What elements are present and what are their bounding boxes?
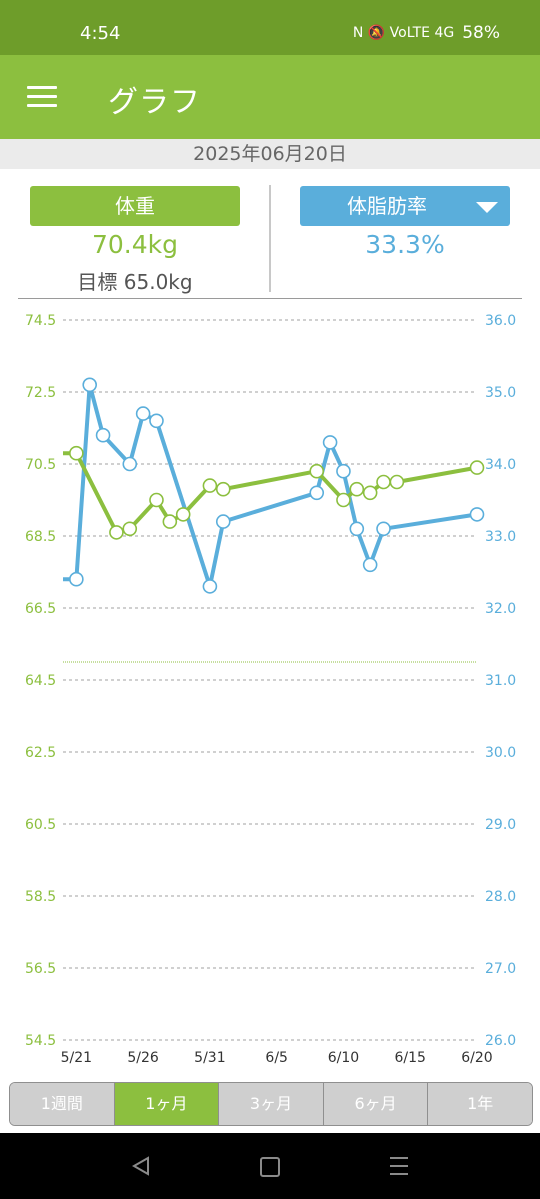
chevron-down-icon (476, 202, 498, 213)
home-icon[interactable] (260, 1157, 280, 1177)
weight-value: 70.4kg (91, 230, 178, 259)
body-fat-dropdown[interactable]: 体脂肪率 (300, 186, 510, 226)
body-fat-data-point (336, 463, 351, 479)
tab-1-year[interactable]: 1年 (428, 1083, 532, 1125)
weight-data-point (149, 492, 164, 508)
body-fat-data-point (376, 521, 391, 537)
weight-data-point (109, 525, 124, 540)
x-tick-label: 6/10 (328, 1050, 359, 1066)
y-right-tick-label: 31.0 (485, 673, 516, 689)
y-right-tick-label: 32.0 (485, 601, 516, 617)
body-fat-data-point (309, 485, 325, 501)
x-tick-label: 5/26 (127, 1050, 159, 1066)
weight-data-point (69, 445, 84, 461)
weight-data-point (469, 460, 485, 475)
body-fat-label: 体脂肪率 (347, 194, 427, 218)
body-fat-data-point (95, 427, 111, 443)
hamburger-icon[interactable] (27, 86, 57, 108)
date-label: 2025年06月20日 (0, 139, 540, 169)
status-indicators: N 🔕 VoLTE 4G 58% (353, 23, 500, 43)
y-left-tick-label: 64.5 (25, 673, 56, 689)
body-fat-data-point (349, 521, 365, 537)
back-icon[interactable] (131, 1156, 151, 1176)
weight-data-point (162, 514, 178, 529)
y-left-tick-label: 58.5 (25, 889, 56, 905)
weight-data-point (336, 492, 351, 508)
x-tick-label: 5/31 (194, 1050, 225, 1066)
y-left-tick-label: 74.5 (25, 313, 56, 329)
weight-button[interactable]: 体重 (30, 186, 240, 226)
body-fat-data-point (69, 571, 84, 587)
page-title: グラフ (108, 85, 201, 120)
weight-data-point (362, 485, 378, 501)
y-left-tick-label: 60.5 (25, 817, 56, 833)
body-fat-data-point (135, 406, 151, 421)
y-left-tick-label: 68.5 (25, 529, 56, 545)
weight-data-point (389, 474, 405, 490)
tab-6-months[interactable]: 6ヶ月 (323, 1083, 429, 1125)
y-right-tick-label: 35.0 (485, 385, 516, 401)
y-left-tick-label: 66.5 (25, 601, 56, 617)
system-nav-bar (0, 1133, 540, 1199)
app-bar: グラフ (0, 55, 540, 139)
weight-data-point (349, 481, 365, 497)
divider (18, 298, 522, 299)
weight-data-point (215, 481, 231, 497)
tab-3-months[interactable]: 3ヶ月 (219, 1083, 324, 1125)
weight-data-point (122, 521, 138, 537)
y-right-tick-label: 28.0 (485, 889, 516, 905)
x-tick-label: 6/5 (265, 1050, 288, 1066)
y-right-tick-label: 33.0 (485, 529, 516, 545)
body-fat-data-point (469, 507, 485, 522)
y-right-tick-label: 27.0 (485, 961, 516, 977)
goal-weight: 目標 65.0kg (77, 270, 193, 294)
divider (269, 185, 271, 292)
status-time: 4:54 (80, 23, 121, 44)
status-icons: N 🔕 VoLTE 4G (352, 25, 455, 41)
y-right-tick-label: 26.0 (485, 1033, 516, 1049)
y-left-tick-label: 62.5 (25, 745, 56, 761)
body-fat-data-point (215, 514, 231, 529)
body-fat-data-point (362, 557, 378, 573)
weight-data-point (175, 507, 191, 522)
body-fat-data-point (82, 377, 98, 393)
y-left-tick-label: 54.5 (25, 1033, 56, 1049)
y-right-tick-label: 29.0 (485, 817, 516, 833)
weight-fat-chart: 74.5 72.5 70.5 68.5 66.5 64.5 62.5 60.5 58.5 56.5… (25, 313, 516, 1066)
body-fat-data-point (322, 435, 338, 450)
battery-level: 58% (462, 23, 500, 43)
body-fat-data-point (122, 456, 138, 472)
recents-icon[interactable] (390, 1157, 408, 1175)
body-fat-data-point (202, 579, 218, 594)
x-tick-label: 5/21 (61, 1050, 92, 1066)
weight-data-point (202, 478, 218, 493)
status-bar: 4:54 N 🔕 VoLTE 4G 58% (0, 0, 540, 55)
weight-data-point (376, 474, 391, 490)
y-left-tick-label: 56.5 (25, 961, 56, 977)
y-right-tick-label: 34.0 (485, 457, 516, 473)
y-left-tick-label: 72.5 (25, 385, 56, 401)
y-right-tick-label: 36.0 (485, 313, 516, 329)
weight-data-point (309, 463, 325, 479)
x-tick-label: 6/15 (394, 1050, 425, 1066)
y-left-tick-label: 70.5 (25, 457, 56, 473)
body-fat-series-line (63, 382, 478, 589)
y-right-tick-label: 30.0 (485, 745, 516, 761)
body-fat-value: 33.3% (365, 230, 445, 259)
body-fat-data-point (149, 413, 164, 429)
tab-1-week[interactable]: 1週間 (10, 1083, 115, 1125)
period-tabs: 1週間 1ヶ月 3ヶ月 6ヶ月 1年 (9, 1082, 533, 1126)
tab-1-month[interactable]: 1ヶ月 (114, 1083, 220, 1125)
x-tick-label: 6/20 (461, 1050, 492, 1066)
